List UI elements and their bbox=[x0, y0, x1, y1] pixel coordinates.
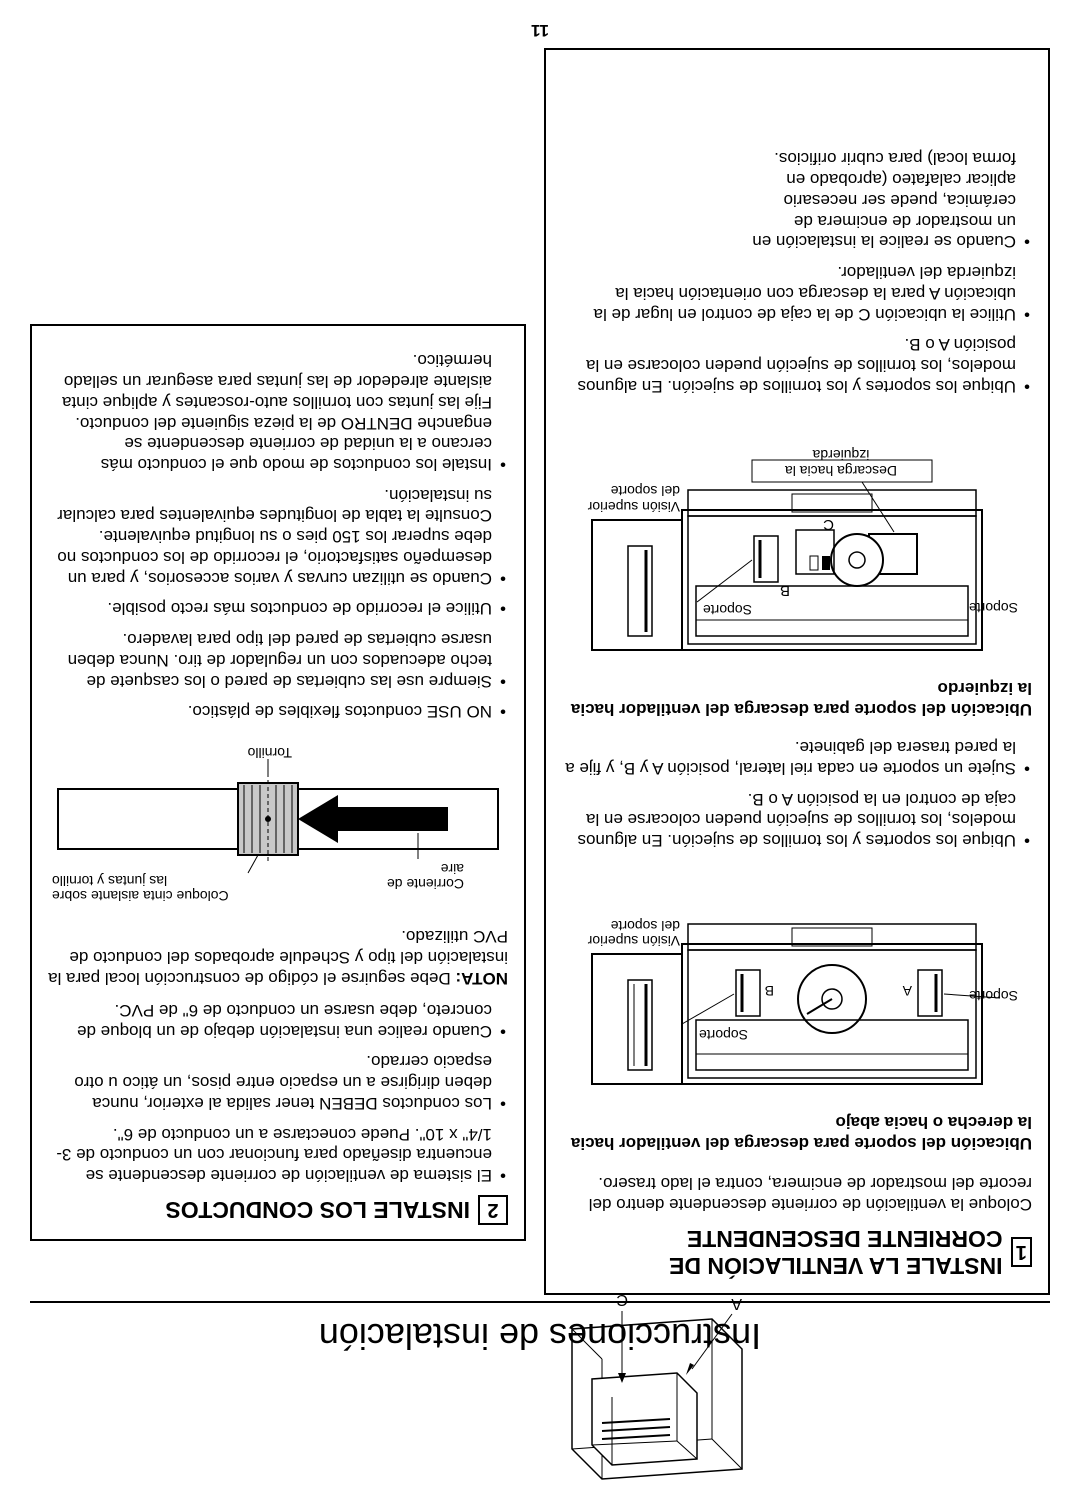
sub-heading-right-down: Ubicación del soporte para descarga del … bbox=[562, 1112, 1032, 1155]
page-number: 11 bbox=[30, 20, 1050, 40]
svg-text:A: A bbox=[731, 1295, 742, 1312]
label-vision-superior: Visión superior del soporte bbox=[580, 917, 680, 948]
label-cinta: Coloque cinta aislante sobre las juntas … bbox=[52, 873, 242, 904]
step-number-box-2: 2 bbox=[478, 1195, 508, 1225]
label-tornillo: Tornillo bbox=[248, 745, 292, 761]
diagram-bracket-left: B C Soporte Soporte Descarga hacia la iz… bbox=[582, 410, 1012, 660]
bullet-ceramic-caulk: Cuando se realice la instalación en un m… bbox=[562, 148, 1032, 252]
step-1-title: INSTALE LA VENTILACIÓN DE CORRIENTE DESC… bbox=[562, 1225, 1003, 1279]
bullet-attach-bracket-ab: Sujete un soporte en cada riel lateral, … bbox=[562, 736, 1032, 777]
bullet-use-location-c: Utilice la ubicación C de la caja de con… bbox=[562, 261, 1032, 323]
step-2-title: INSTALE LOS CONDUCTOS bbox=[165, 1197, 470, 1224]
svg-text:A: A bbox=[902, 983, 912, 999]
step-1-panel: 1 INSTALE LA VENTILACIÓN DE CORRIENTE DE… bbox=[544, 48, 1050, 1295]
bullet-straight-run: Utilice el recorrido de conductos más re… bbox=[48, 598, 508, 619]
svg-text:Soporte: Soporte bbox=[699, 1027, 748, 1043]
label-corriente: Corriente de aire bbox=[374, 861, 464, 892]
svg-text:C: C bbox=[823, 516, 834, 533]
svg-text:B: B bbox=[765, 983, 774, 999]
bullet-no-flexible: NO USE conductos flexibles de plástico. bbox=[48, 701, 508, 722]
label-descarga-izq: Descarga hacia la izquierda bbox=[756, 447, 926, 479]
bullet-install-inside: Instale los conductos de modo que el con… bbox=[48, 350, 508, 474]
diagram-bracket-right-down: A B Soporte Soporte Vis bbox=[582, 864, 1012, 1094]
label-soporte-left-2: Soporte bbox=[969, 600, 1018, 616]
diagram-duct-joint: Corriente de aire Coloque cinta aislante… bbox=[48, 739, 508, 909]
label-soporte-right-2: Soporte bbox=[703, 602, 752, 618]
bullet-duct-pvc: Cuando realice una instalación debajo de… bbox=[48, 999, 508, 1040]
diagram-perspective-ac: A C bbox=[562, 1289, 772, 1489]
nota-pvc-code: NOTA: Debe seguirse el código de constru… bbox=[48, 925, 508, 989]
step-2-panel: 2 INSTALE LOS CONDUCTOS El sistema de ve… bbox=[30, 324, 526, 1241]
label-soporte-left: Soporte bbox=[969, 988, 1018, 1004]
step-1-intro: Coloque la ventilación de corriente desc… bbox=[562, 1173, 1032, 1216]
label-vision-superior-2: Visión superior del soporte bbox=[580, 483, 680, 514]
bullet-locate-brackets-2: Ubique los soportes y los tornillos de s… bbox=[562, 334, 1032, 396]
bullet-duct-size: El sistema de ventilación de corriente d… bbox=[48, 1123, 508, 1185]
bullet-duct-exterior: Los conductos DEBEN tener salida al exte… bbox=[48, 1051, 508, 1113]
page-title: Instrucciones de instalación bbox=[30, 1315, 1050, 1357]
bullet-wall-caps: Siempre use las cubiertas de pared o los… bbox=[48, 628, 508, 690]
svg-text:B: B bbox=[780, 582, 790, 599]
svg-text:C: C bbox=[616, 1291, 628, 1308]
bullet-150ft: Cuando se utilizan curvas y varios acces… bbox=[48, 484, 508, 588]
step-number-box: 1 bbox=[1011, 1237, 1032, 1267]
divider bbox=[30, 1301, 1050, 1303]
bullet-locate-brackets-1: Ubique los soportes y los tornillos de s… bbox=[562, 788, 1032, 850]
sub-heading-left-discharge: Ubicación del soporte para descarga del … bbox=[562, 678, 1032, 721]
